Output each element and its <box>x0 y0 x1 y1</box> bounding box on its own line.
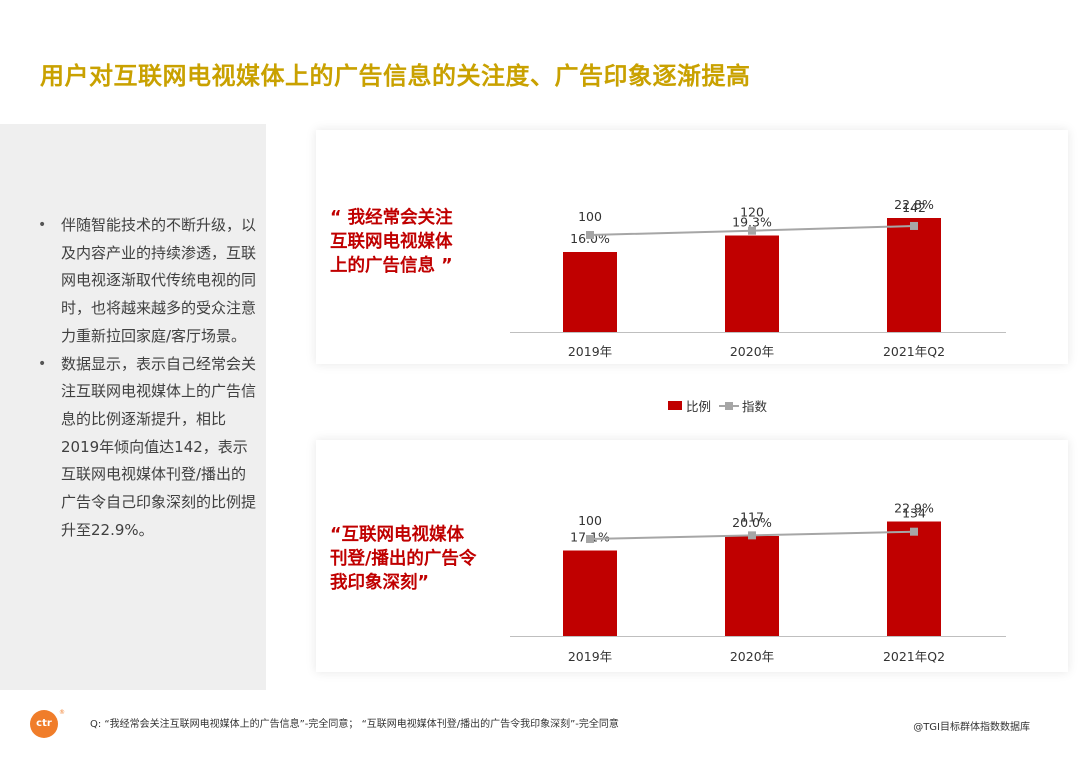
chart-impression-svg: 17.1%20.0%22.9%2019年2020年2021年Q210011713… <box>510 501 1006 664</box>
index-marker <box>586 231 594 240</box>
index-marker <box>910 527 918 536</box>
index-value-label: 100 <box>578 513 602 528</box>
legend-bar-label: 比例 <box>686 399 712 414</box>
category-label: 2021年Q2 <box>883 649 945 664</box>
chart-impression-caption: “互联网电视媒体 刊登/播出的广告令 我印象深刻” <box>330 523 476 595</box>
caption-line: 互联网电视媒体 <box>330 232 453 252</box>
index-marker <box>748 531 756 540</box>
bar <box>563 252 617 332</box>
caption-line: “ 我经常会关注 <box>330 208 453 228</box>
category-label: 2019年 <box>568 649 612 664</box>
ctr-logo-mark: ® <box>59 709 65 716</box>
category-label: 2020年 <box>730 344 774 359</box>
bar <box>887 218 941 332</box>
ctr-logo: ctr <box>30 710 58 738</box>
chart-legend: 比例 指数 <box>668 396 767 415</box>
bullet-item: 伴随智能技术的不断升级，以及内容产业的持续渗透，互联网电视逐渐取代传统电视的同时… <box>36 212 256 351</box>
chart-attention-caption: “ 我经常会关注 互联网电视媒体 上的广告信息 ” <box>330 206 453 278</box>
bar-value-label: 19.3% <box>732 215 772 230</box>
caption-line: 我印象深刻” <box>330 573 430 593</box>
index-value-label: 142 <box>902 200 926 215</box>
chart-attention-svg: 16.0%19.3%22.8%2019年2020年2021年Q210012014… <box>510 197 1006 359</box>
legend-line-swatch <box>719 401 740 410</box>
bar <box>563 550 617 636</box>
caption-line: 上的广告信息 ” <box>330 256 453 276</box>
bar <box>725 235 779 332</box>
summary-bullets: 伴随智能技术的不断升级，以及内容产业的持续渗透，互联网电视逐渐取代传统电视的同时… <box>36 212 256 544</box>
legend-line-label: 指数 <box>742 399 768 414</box>
index-value-label: 120 <box>740 205 764 220</box>
bar-value-label: 22.8% <box>894 197 934 212</box>
bar-value-label: 22.9% <box>894 501 934 516</box>
index-value-label: 117 <box>740 509 764 524</box>
index-value-label: 134 <box>902 506 926 521</box>
category-label: 2019年 <box>568 344 612 359</box>
category-label: 2021年Q2 <box>883 344 945 359</box>
bar <box>887 521 941 636</box>
index-marker <box>910 221 918 230</box>
page-title: 用户对互联网电视媒体上的广告信息的关注度、广告印象逐渐提高 <box>40 62 751 90</box>
index-marker <box>748 226 756 235</box>
index-marker <box>586 535 594 544</box>
chart-attention: 16.0%19.3%22.8%2019年2020年2021年Q210012014… <box>316 130 1068 364</box>
chart-impression: 17.1%20.0%22.9%2019年2020年2021年Q210011713… <box>316 440 1068 672</box>
footer-question: Q: “我经常会关注互联网电视媒体上的广告信息”-完全同意； “互联网电视媒体刊… <box>90 719 619 730</box>
caption-line: 刊登/播出的广告令 <box>330 549 477 569</box>
footer-source: @TGI目标群体指数数据库 <box>913 722 1030 733</box>
caption-line: “互联网电视媒体 <box>330 525 465 545</box>
bar-value-label: 20.0% <box>732 515 772 530</box>
legend-bar-swatch <box>668 401 682 410</box>
bullet-item: 数据显示，表示自己经常会关注互联网电视媒体上的广告信息的比例逐渐提升，相比201… <box>36 351 256 545</box>
index-value-label: 100 <box>578 209 602 224</box>
bar <box>725 536 779 636</box>
category-label: 2020年 <box>730 649 774 664</box>
